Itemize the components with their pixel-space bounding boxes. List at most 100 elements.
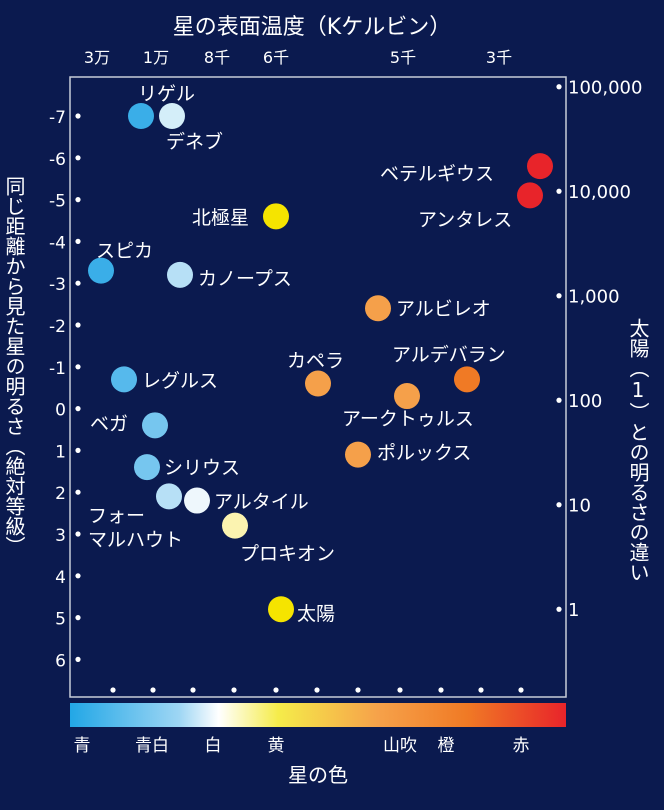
- magnitude-tick-dot: [75, 322, 81, 328]
- star-point: [184, 487, 210, 514]
- star-point: [527, 153, 553, 180]
- brightness-tick-label: 1: [568, 600, 579, 621]
- magnitude-tick-dot: [75, 489, 81, 495]
- magnitude-tick-dot: [75, 364, 81, 370]
- magnitude-tick-label: -3: [49, 275, 66, 295]
- bottom-tick-dot: [518, 687, 524, 693]
- brightness-tick-dot: [556, 84, 562, 90]
- magnitude-tick-dot: [75, 531, 81, 537]
- star-point: [345, 441, 371, 468]
- color-scale-bar: [70, 703, 566, 727]
- brightness-tick-dot: [556, 293, 562, 299]
- magnitude-tick-label: 2: [55, 484, 66, 504]
- bottom-tick-dot: [478, 687, 484, 693]
- temperature-tick-label: 1万: [143, 48, 169, 67]
- star-point: [222, 512, 248, 539]
- magnitude-tick-label: -2: [49, 317, 66, 337]
- color-scale-labels: 青 青白 白 黄 山吹 橙 赤: [74, 736, 530, 756]
- color-scale-label: 橙: [438, 736, 455, 756]
- magnitude-tick-dot: [75, 197, 81, 203]
- star-label: アルデバラン: [392, 344, 506, 366]
- star-point: [263, 203, 289, 230]
- star-label: プロキオン: [240, 543, 335, 565]
- brightness-tick-dot: [556, 502, 562, 508]
- star-point: [156, 483, 182, 510]
- magnitude-tick-dot: [75, 113, 81, 119]
- magnitude-tick-dot: [75, 573, 81, 579]
- star-label: ベガ: [90, 413, 128, 435]
- star-point: [365, 295, 391, 322]
- star-point: [268, 596, 294, 623]
- temperature-tick-label: 3万: [84, 48, 110, 67]
- temperature-tick-label: 6千: [263, 48, 289, 67]
- magnitude-tick-dot: [75, 615, 81, 621]
- star-label: アークトゥルス: [342, 408, 474, 430]
- temperature-tick-label: 5千: [390, 48, 416, 67]
- left-axis-ticks: -7 -6 -5 -4 -3 -2 -1 0 1 2 3 4 5 6: [49, 108, 81, 671]
- plot-frame: [69, 76, 567, 698]
- star-label: 太陽: [297, 603, 335, 625]
- bottom-tick-dot: [397, 687, 403, 693]
- star-label: 北極星: [192, 207, 249, 229]
- star-point: [88, 257, 114, 284]
- brightness-tick-label: 1,000: [568, 287, 620, 308]
- magnitude-tick-label: 0: [55, 401, 66, 421]
- star-label: スピカ: [96, 240, 153, 262]
- star-point: [454, 366, 480, 393]
- star-point: [167, 261, 193, 288]
- color-scale-label: 白: [205, 736, 222, 756]
- brightness-tick-label: 100,000: [568, 78, 642, 99]
- color-scale-label: 赤: [513, 736, 530, 756]
- magnitude-tick-dot: [75, 238, 81, 244]
- magnitude-tick-label: -5: [49, 192, 66, 212]
- left-axis-label: 同じ距離から見た星の明るさ（絶対等級）: [2, 176, 26, 556]
- color-scale-label: 青白: [135, 736, 169, 756]
- star-point: [305, 370, 331, 397]
- star-label: リゲル: [138, 83, 195, 105]
- star-point: [517, 182, 543, 209]
- temperature-tick-label: 8千: [204, 48, 230, 67]
- x-axis-label: 星の色: [288, 763, 348, 787]
- color-scale-label: 山吹: [383, 736, 417, 756]
- star-label: カペラ: [287, 350, 344, 372]
- star-point: [111, 366, 137, 393]
- star-label: フォー: [88, 505, 145, 527]
- star-point: [134, 454, 160, 481]
- magnitude-tick-label: 4: [55, 568, 66, 588]
- bottom-tick-dot: [438, 687, 444, 693]
- magnitude-tick-dot: [75, 447, 81, 453]
- star-label: マルハウト: [88, 529, 183, 551]
- bottom-tick-dot: [355, 687, 361, 693]
- star-point: [159, 103, 185, 129]
- magnitude-tick-dot: [75, 155, 81, 161]
- magnitude-tick-label: 1: [55, 442, 66, 462]
- magnitude-tick-label: -1: [49, 359, 66, 379]
- brightness-tick-dot: [556, 606, 562, 612]
- color-scale-label: 黄: [268, 736, 285, 756]
- star-label: アルタイル: [214, 491, 309, 513]
- star-label: デネブ: [166, 130, 223, 153]
- bottom-tick-dot: [190, 687, 196, 693]
- brightness-tick-dot: [556, 397, 562, 403]
- brightness-tick-label: 10: [568, 496, 591, 517]
- star-label: カノープス: [198, 268, 292, 290]
- bottom-axis-dots: [110, 687, 524, 693]
- magnitude-tick-label: 5: [55, 610, 66, 630]
- right-axis-label: 太陽（1）との明るさの違い: [626, 318, 650, 582]
- magnitude-tick-dot: [75, 656, 81, 663]
- star-label: レグルス: [142, 370, 218, 392]
- right-axis-ticks: 100,000 10,000 1,000 100 10 1: [556, 78, 642, 621]
- magnitude-tick-label: 3: [55, 526, 66, 546]
- star-label: ベテルギウス: [380, 163, 494, 185]
- star-label: シリウス: [164, 457, 240, 479]
- bottom-tick-dot: [273, 687, 279, 693]
- brightness-tick-dot: [556, 188, 562, 194]
- magnitude-tick-dot: [75, 406, 81, 412]
- magnitude-tick-label: -4: [49, 233, 66, 253]
- bottom-tick-dot: [110, 687, 116, 693]
- color-scale-label: 青: [74, 736, 91, 756]
- star-point: [394, 383, 420, 410]
